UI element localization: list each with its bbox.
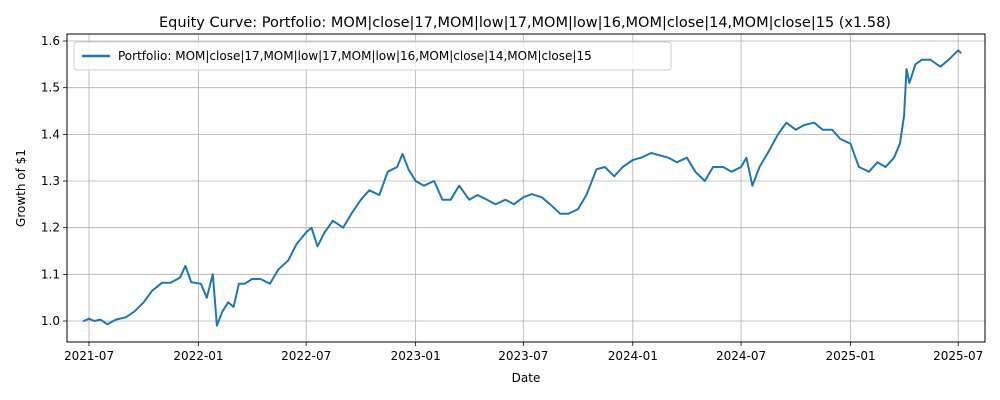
x-tick-label: 2025-01 (825, 349, 875, 363)
series-line-0 (82, 49, 962, 327)
legend: Portfolio: MOM|close|17,MOM|low|17,MOM|l… (73, 41, 672, 71)
y-tick-label: 1.5 (41, 81, 60, 95)
y-tick-label: 1.4 (41, 127, 60, 141)
plot-frame (66, 33, 986, 343)
y-tick-label: 1.1 (41, 267, 60, 281)
grid-lines (67, 34, 985, 342)
legend-label: Portfolio: MOM|close|17,MOM|low|17,MOM|l… (118, 49, 592, 63)
series-layer (82, 49, 962, 327)
y-axis-label: Growth of $1 (14, 149, 28, 227)
x-tick-label: 2023-07 (498, 349, 548, 363)
chart-title: Equity Curve: Portfolio: MOM|close|17,MO… (159, 15, 891, 31)
y-tick-label: 1.0 (41, 314, 60, 328)
x-tick-label: 2024-01 (608, 349, 658, 363)
x-axis-label: Date (512, 371, 541, 385)
x-tick-label: 2022-07 (281, 349, 331, 363)
x-tick-label: 2023-01 (391, 349, 441, 363)
x-tick-label: 2022-01 (173, 349, 223, 363)
legend-box (73, 41, 672, 71)
y-tick-label: 1.6 (41, 34, 60, 48)
x-tick-label: 2025-07 (933, 349, 983, 363)
x-tick-label: 2024-07 (716, 349, 766, 363)
axis-ticks: 2021-07 2022-01 2022-07 2023-01 2023-07 2024-… (41, 34, 983, 363)
y-tick-label: 1.3 (41, 174, 60, 188)
x-tick-label: 2021-07 (64, 349, 114, 363)
y-tick-label: 1.2 (41, 221, 60, 235)
